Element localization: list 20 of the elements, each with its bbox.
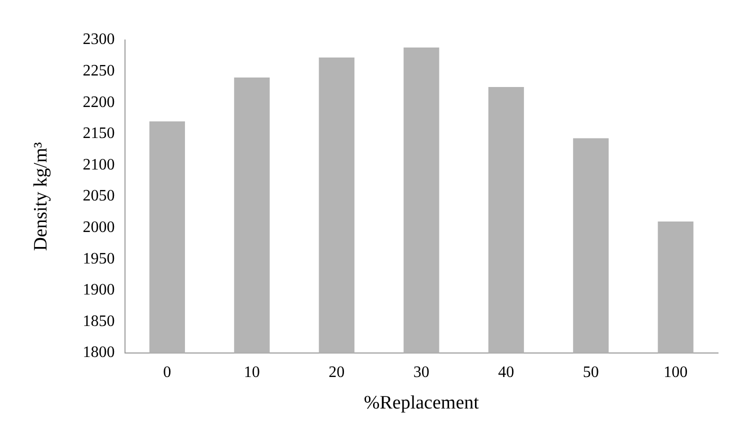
- x-tick-label: 30: [413, 364, 430, 381]
- y-tick-label: 2100: [82, 156, 115, 174]
- x-tick-label: 20: [328, 364, 345, 381]
- y-tick-label: 1950: [82, 250, 115, 268]
- x-tick-label: 100: [664, 364, 688, 381]
- x-tick-label: 10: [244, 364, 260, 381]
- y-tick-label: 1850: [82, 312, 115, 330]
- y-tick-label: 2000: [82, 219, 115, 236]
- x-tick-label: 40: [498, 364, 514, 381]
- y-tick-label: 2050: [82, 188, 115, 205]
- y-tick-label: 2200: [82, 94, 115, 111]
- x-tick-label: 50: [582, 364, 599, 381]
- x-axis-title: %Replacement: [364, 392, 480, 414]
- x-tick-label: 0: [163, 364, 172, 381]
- y-tick-label: 2300: [82, 31, 115, 48]
- y-tick-label: 1900: [82, 282, 115, 299]
- y-tick-label: 2250: [82, 62, 115, 80]
- y-tick-label: 2150: [82, 125, 115, 142]
- y-tick-label: 1800: [82, 344, 115, 362]
- y-axis-title: Density kg/m³: [30, 142, 52, 251]
